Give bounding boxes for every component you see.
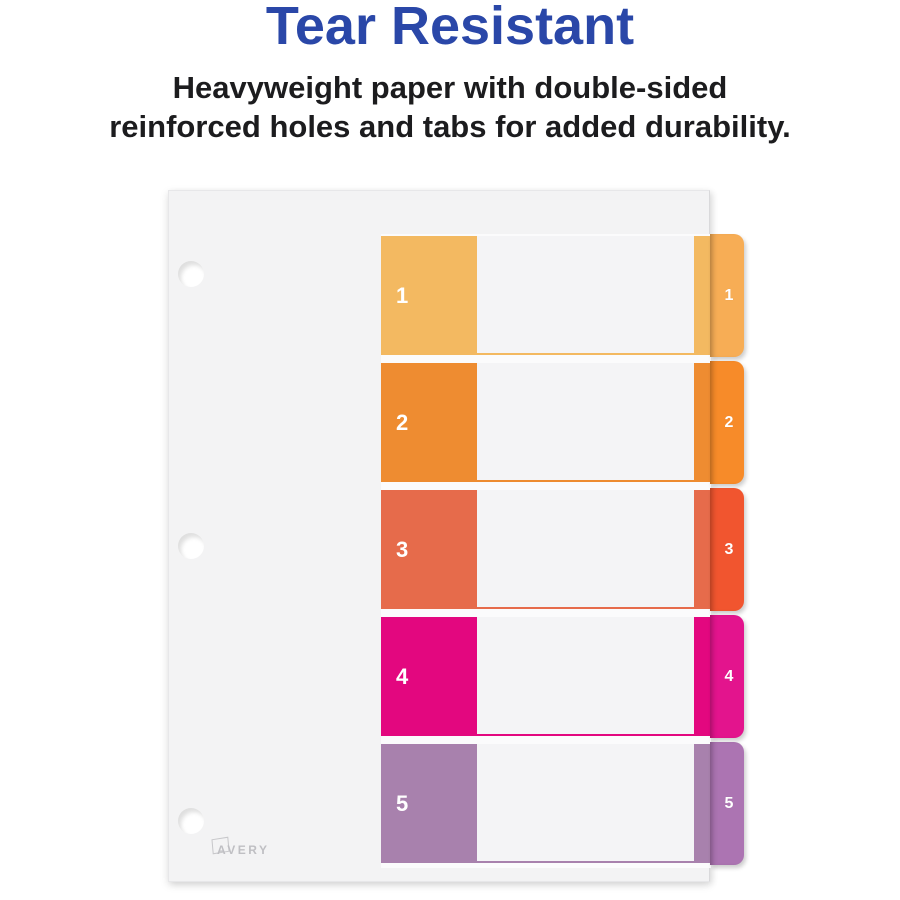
index-tab: 1 xyxy=(710,234,744,357)
section-number: 1 xyxy=(396,282,409,308)
section-number: 3 xyxy=(396,536,409,562)
index-tab: 5 xyxy=(710,742,744,865)
subtitle-line-2: reinforced holes and tabs for added dura… xyxy=(109,109,791,144)
section-color-block: 1 xyxy=(381,236,477,355)
write-in-area xyxy=(477,236,694,355)
tab-number: 4 xyxy=(724,667,734,685)
tab-edge-strip xyxy=(694,236,711,355)
section-number: 5 xyxy=(396,790,409,816)
ruled-line xyxy=(477,480,694,482)
ruled-line xyxy=(477,353,694,355)
index-tab: 3 xyxy=(710,488,744,611)
tab-number: 1 xyxy=(724,286,734,304)
toc-row: 1 1 xyxy=(381,234,744,357)
section-color-block: 3 xyxy=(381,490,477,609)
punched-hole-middle xyxy=(178,533,204,559)
subtitle-line-1: Heavyweight paper with double-sided xyxy=(172,70,728,105)
section-color-block: 2 xyxy=(381,363,477,482)
tab-number: 2 xyxy=(724,413,734,431)
toc-row: 4 4 xyxy=(381,615,744,738)
tab-number: 3 xyxy=(724,540,734,558)
tab-edge-strip xyxy=(694,744,711,863)
ruled-line xyxy=(477,607,694,609)
index-tab: 4 xyxy=(710,615,744,738)
page-subtitle: Heavyweight paper with double-sided rein… xyxy=(0,68,900,146)
tab-edge-strip xyxy=(694,363,711,482)
toc-row: 2 2 xyxy=(381,361,744,484)
tab-edge-strip xyxy=(694,490,711,609)
punched-hole-top xyxy=(178,261,204,287)
tab-edge-strip xyxy=(694,617,711,736)
ruled-line xyxy=(477,734,694,736)
avery-logo: AVERY xyxy=(211,836,270,857)
section-color-block: 5 xyxy=(381,744,477,863)
punched-hole-bottom xyxy=(178,808,204,834)
toc-row: 3 3 xyxy=(381,488,744,611)
toc-row: 5 5 xyxy=(381,742,744,865)
divider-sheet: AVERY 1 1 2 2 xyxy=(168,190,744,882)
ruled-line xyxy=(477,861,694,863)
section-color-block: 4 xyxy=(381,617,477,736)
section-number: 4 xyxy=(396,663,409,689)
avery-logo-text: AVERY xyxy=(217,843,270,857)
write-in-area xyxy=(477,490,694,609)
write-in-area xyxy=(477,617,694,736)
write-in-area xyxy=(477,363,694,482)
tab-number: 5 xyxy=(724,794,734,812)
section-number: 2 xyxy=(396,409,409,435)
index-tab: 2 xyxy=(710,361,744,484)
page-title: Tear Resistant xyxy=(265,0,635,56)
write-in-area xyxy=(477,744,694,863)
